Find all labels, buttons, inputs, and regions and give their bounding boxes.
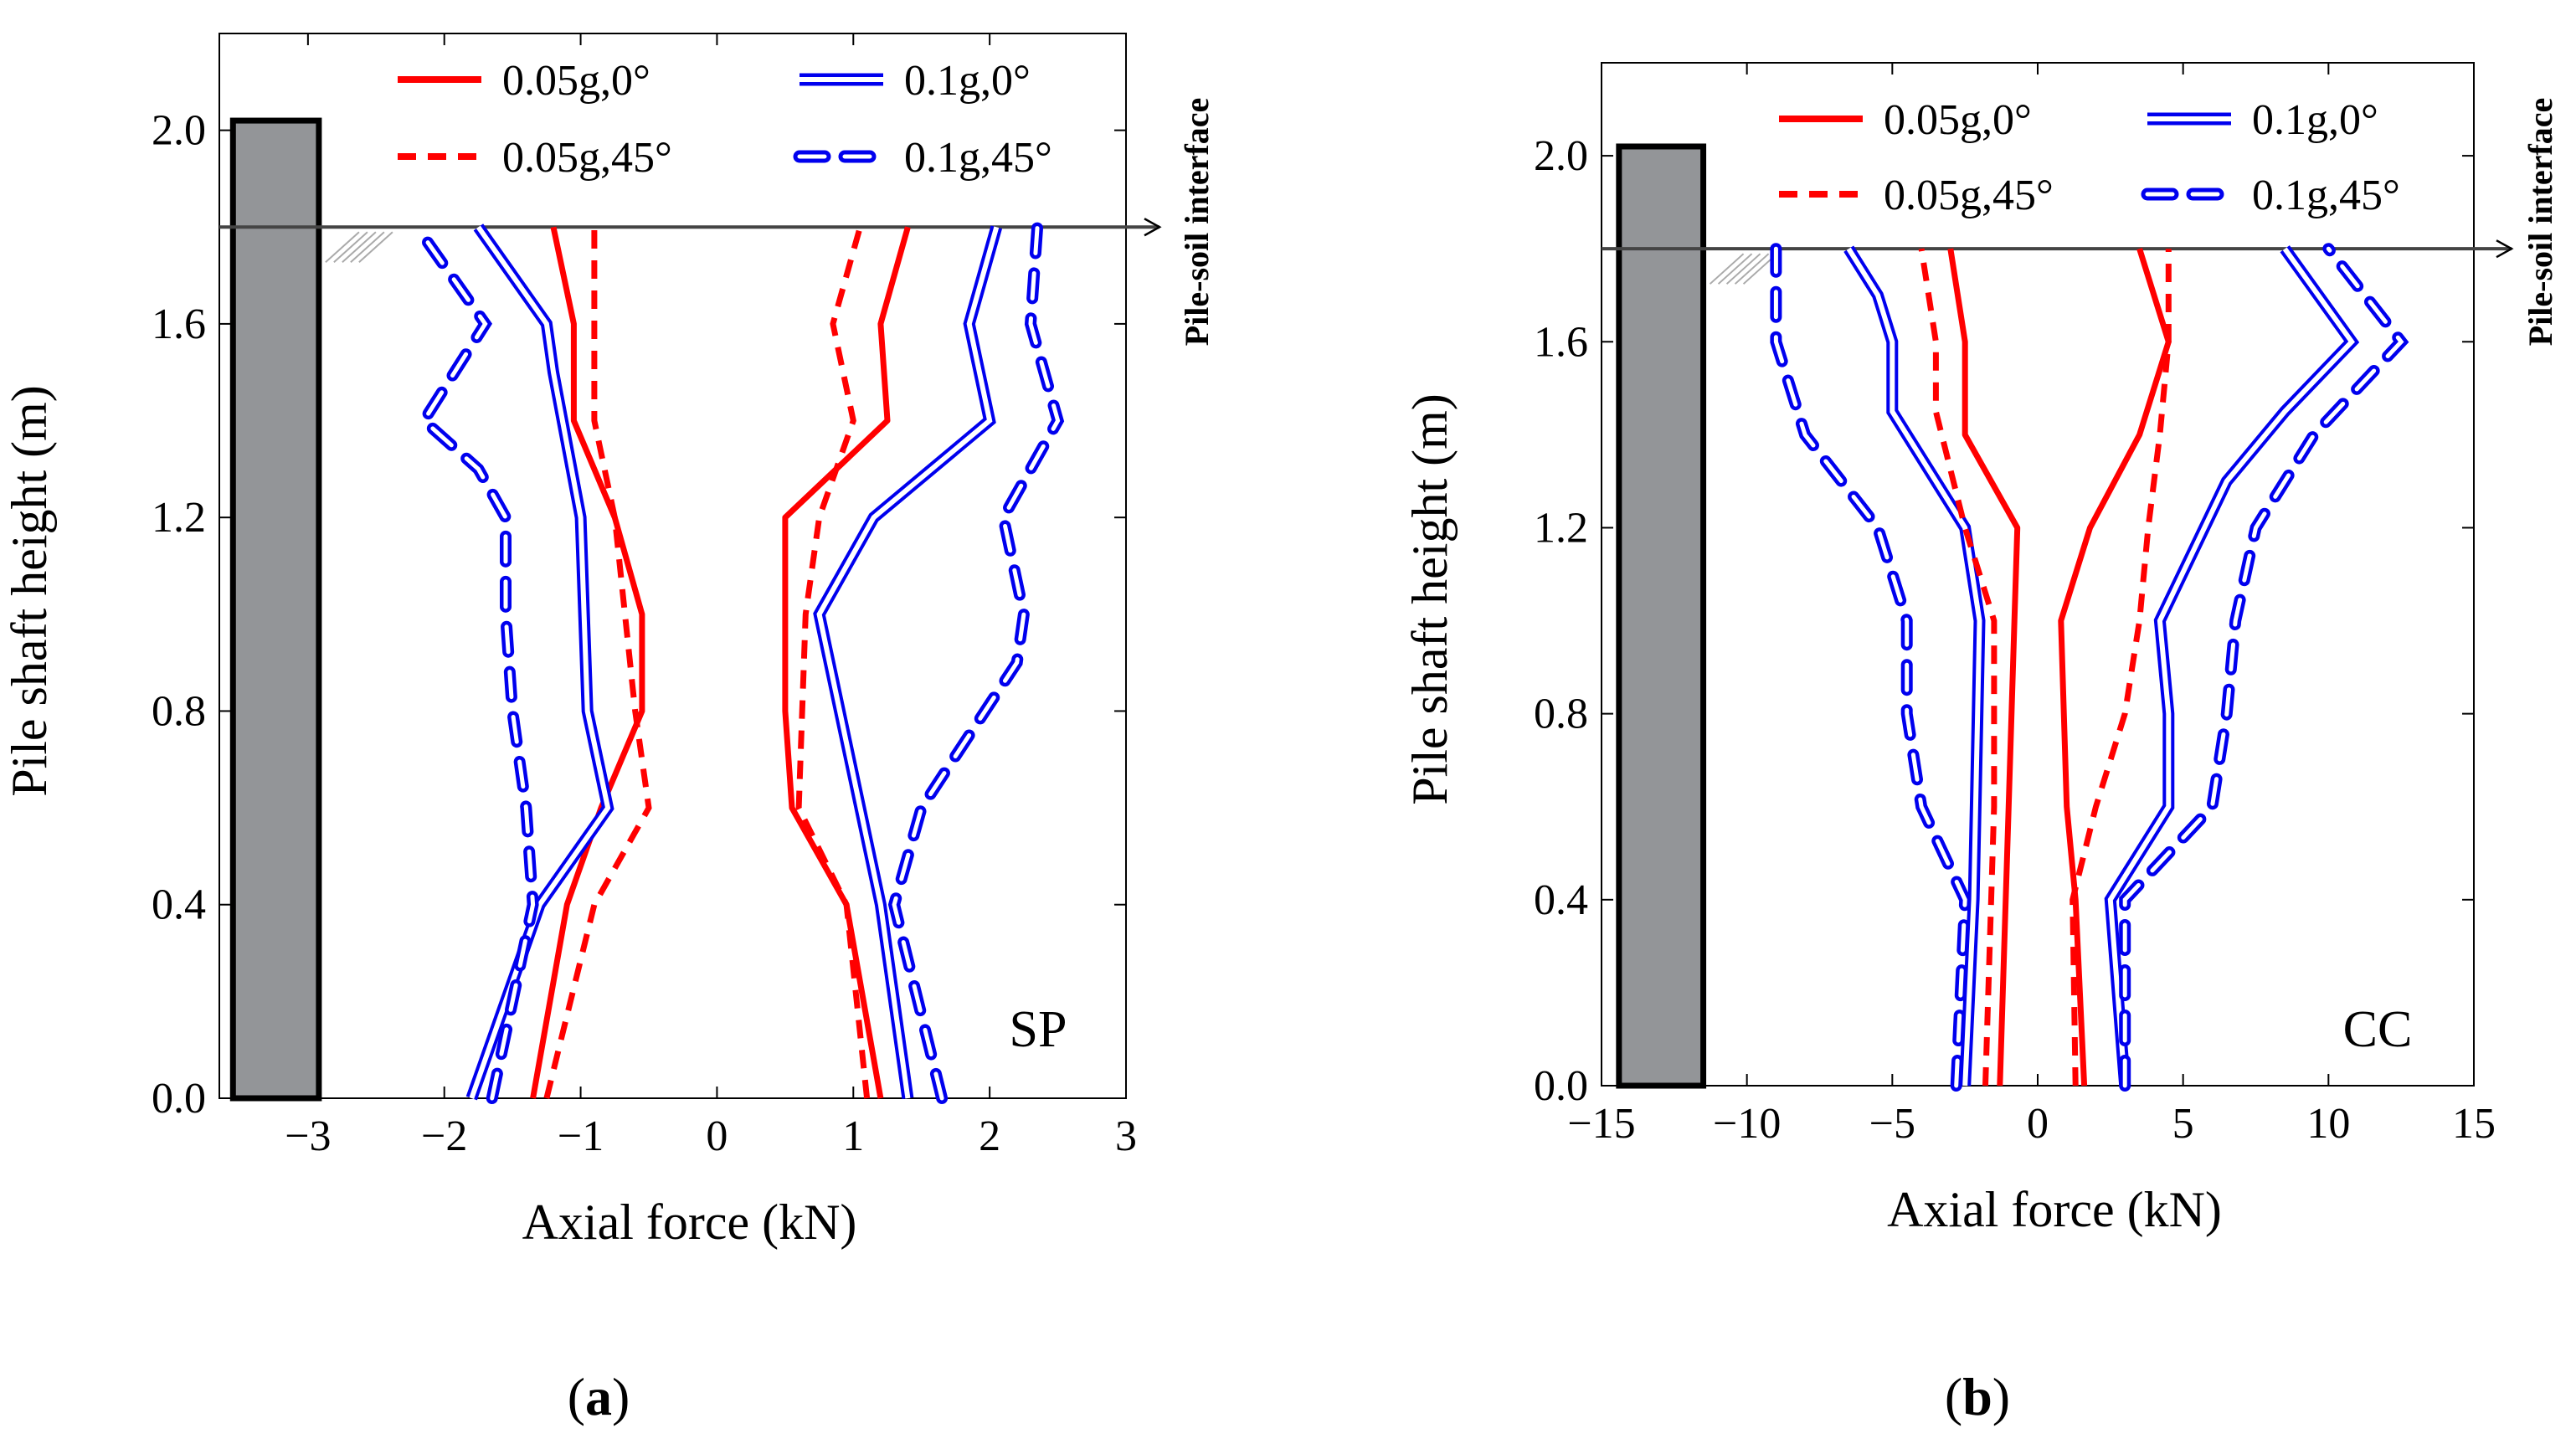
pile-shaft (1616, 143, 1707, 1089)
legend-label: 0.05g,0° (502, 57, 650, 105)
panel-tag: CC (2343, 1001, 2413, 1058)
series-blue-double-dash-tension-core (892, 224, 1061, 1101)
legend-label: 0.1g,0° (904, 57, 1031, 105)
subfigure-close-paren: ) (612, 1367, 630, 1426)
y-tick-label: 1.6 (1534, 318, 1588, 366)
x-tick-label: 15 (2452, 1100, 2496, 1148)
x-axis-label: Axial force (kN) (1887, 1182, 2222, 1237)
y-tick-label: 0.4 (1534, 876, 1588, 924)
panel-a: −3 −2 −1 0 1 2 3 0.0 0.4 0.8 1.2 1.6 2.0 Axial force … (2, 33, 1216, 1426)
x-tick-label: −1 (558, 1112, 604, 1160)
interface-arrowhead (1144, 218, 1162, 237)
y-tick-label: 1.6 (152, 301, 206, 348)
series-blue-double-compression-core (1846, 247, 1982, 1087)
interface-label: Pile-soil interface (1178, 98, 1216, 347)
series-red-dash-tension (795, 226, 871, 1099)
pile-shaft (229, 117, 322, 1102)
soil-hatch (333, 231, 368, 264)
legend-label: 0.05g,0° (1884, 96, 2032, 144)
y-axis-label: Pile shaft height (m) (1402, 393, 1458, 805)
series-red-solid-compression (1947, 248, 2021, 1087)
series-blue-double-compression (1843, 245, 1986, 1087)
series-blue-double-tension-core (816, 226, 1000, 1099)
subfigure-label: (b) (1945, 1367, 2010, 1426)
soil-hatch (342, 231, 377, 264)
x-tick-label: 2 (979, 1112, 1000, 1160)
y-tick-label: 1.2 (1534, 504, 1588, 552)
subfigure-letter: a (585, 1367, 612, 1426)
legend-label: 0.1g,0° (2252, 96, 2378, 144)
series-blue-double-dash-tension-core (2122, 246, 2404, 1088)
x-tick-label: 5 (2172, 1100, 2194, 1148)
x-tick-label: 1 (842, 1112, 864, 1160)
series-blue-double-tension-core (2107, 247, 2355, 1087)
legend-label: 0.1g,45° (904, 134, 1052, 182)
x-tick-label: 0 (706, 1112, 728, 1160)
plot-frame (219, 33, 1127, 1099)
x-tick-label: −15 (1567, 1100, 1635, 1148)
series-red-dash-tension (2070, 249, 2172, 1087)
panel-tag: SP (1010, 1001, 1067, 1058)
y-tick-label: 1.2 (152, 494, 206, 542)
series-red-dash-compression (543, 227, 652, 1099)
interface-arrowhead (2496, 239, 2514, 259)
y-tick-label: 2.0 (1534, 132, 1588, 180)
soil-hatch (1717, 253, 1753, 285)
y-tick-label: 0.8 (152, 687, 206, 735)
legend-label: 0.1g,45° (2252, 172, 2400, 219)
panel-b: −15 −10 −5 0 5 10 15 0.0 0.4 0.8 1.2 1.6 2.0 Axial fo… (1402, 62, 2559, 1426)
soil-hatch (358, 231, 393, 264)
y-tick-label: 0.0 (152, 1075, 206, 1123)
soil-hatch (1734, 253, 1770, 285)
x-tick-label: 10 (2306, 1100, 2350, 1148)
x-tick-label: −2 (421, 1112, 467, 1160)
series-blue-double-dash-compression-core (414, 224, 536, 1101)
interface-label: Pile-soil interface (2522, 98, 2559, 347)
soil-hatch (1709, 253, 1745, 285)
x-tick-label: 0 (2027, 1100, 2049, 1148)
series-blue-double-dash-compression-core (1773, 246, 1967, 1088)
y-tick-label: 2.0 (152, 107, 206, 155)
legend-label: 0.05g,45° (1884, 172, 2054, 219)
subfigure-close-paren: ) (1992, 1367, 2010, 1426)
x-axis-label: Axial force (kN) (522, 1195, 857, 1250)
x-tick-label: −10 (1713, 1100, 1781, 1148)
y-axis-label: Pile shaft height (m) (2, 385, 57, 797)
y-tick-label: 0.8 (1534, 691, 1588, 738)
x-tick-label: 3 (1115, 1112, 1137, 1160)
series-blue-double-dash-compression (1770, 243, 1972, 1092)
subfigure-open-paren: ( (1945, 1367, 1962, 1426)
series-red-dash-compression (1918, 248, 1998, 1087)
x-tick-label: −3 (285, 1112, 331, 1160)
y-tick-label: 0.0 (1534, 1062, 1588, 1110)
soil-hatch (350, 231, 385, 264)
series-blue-double-dash-compression (411, 221, 539, 1104)
legend-label: 0.05g,45° (502, 134, 672, 182)
x-tick-label: −5 (1869, 1100, 1915, 1148)
subfigure-label: (a) (568, 1367, 630, 1426)
series-red-solid-compression (530, 226, 645, 1099)
subfigure-letter: b (1962, 1367, 1992, 1426)
y-tick-label: 0.4 (152, 881, 206, 929)
series-red-solid-tension (2058, 248, 2172, 1087)
series-blue-double-compression-core (469, 225, 611, 1099)
soil-hatch (325, 231, 360, 264)
soil-hatch (1725, 253, 1761, 285)
subfigure-open-paren: ( (568, 1367, 585, 1426)
